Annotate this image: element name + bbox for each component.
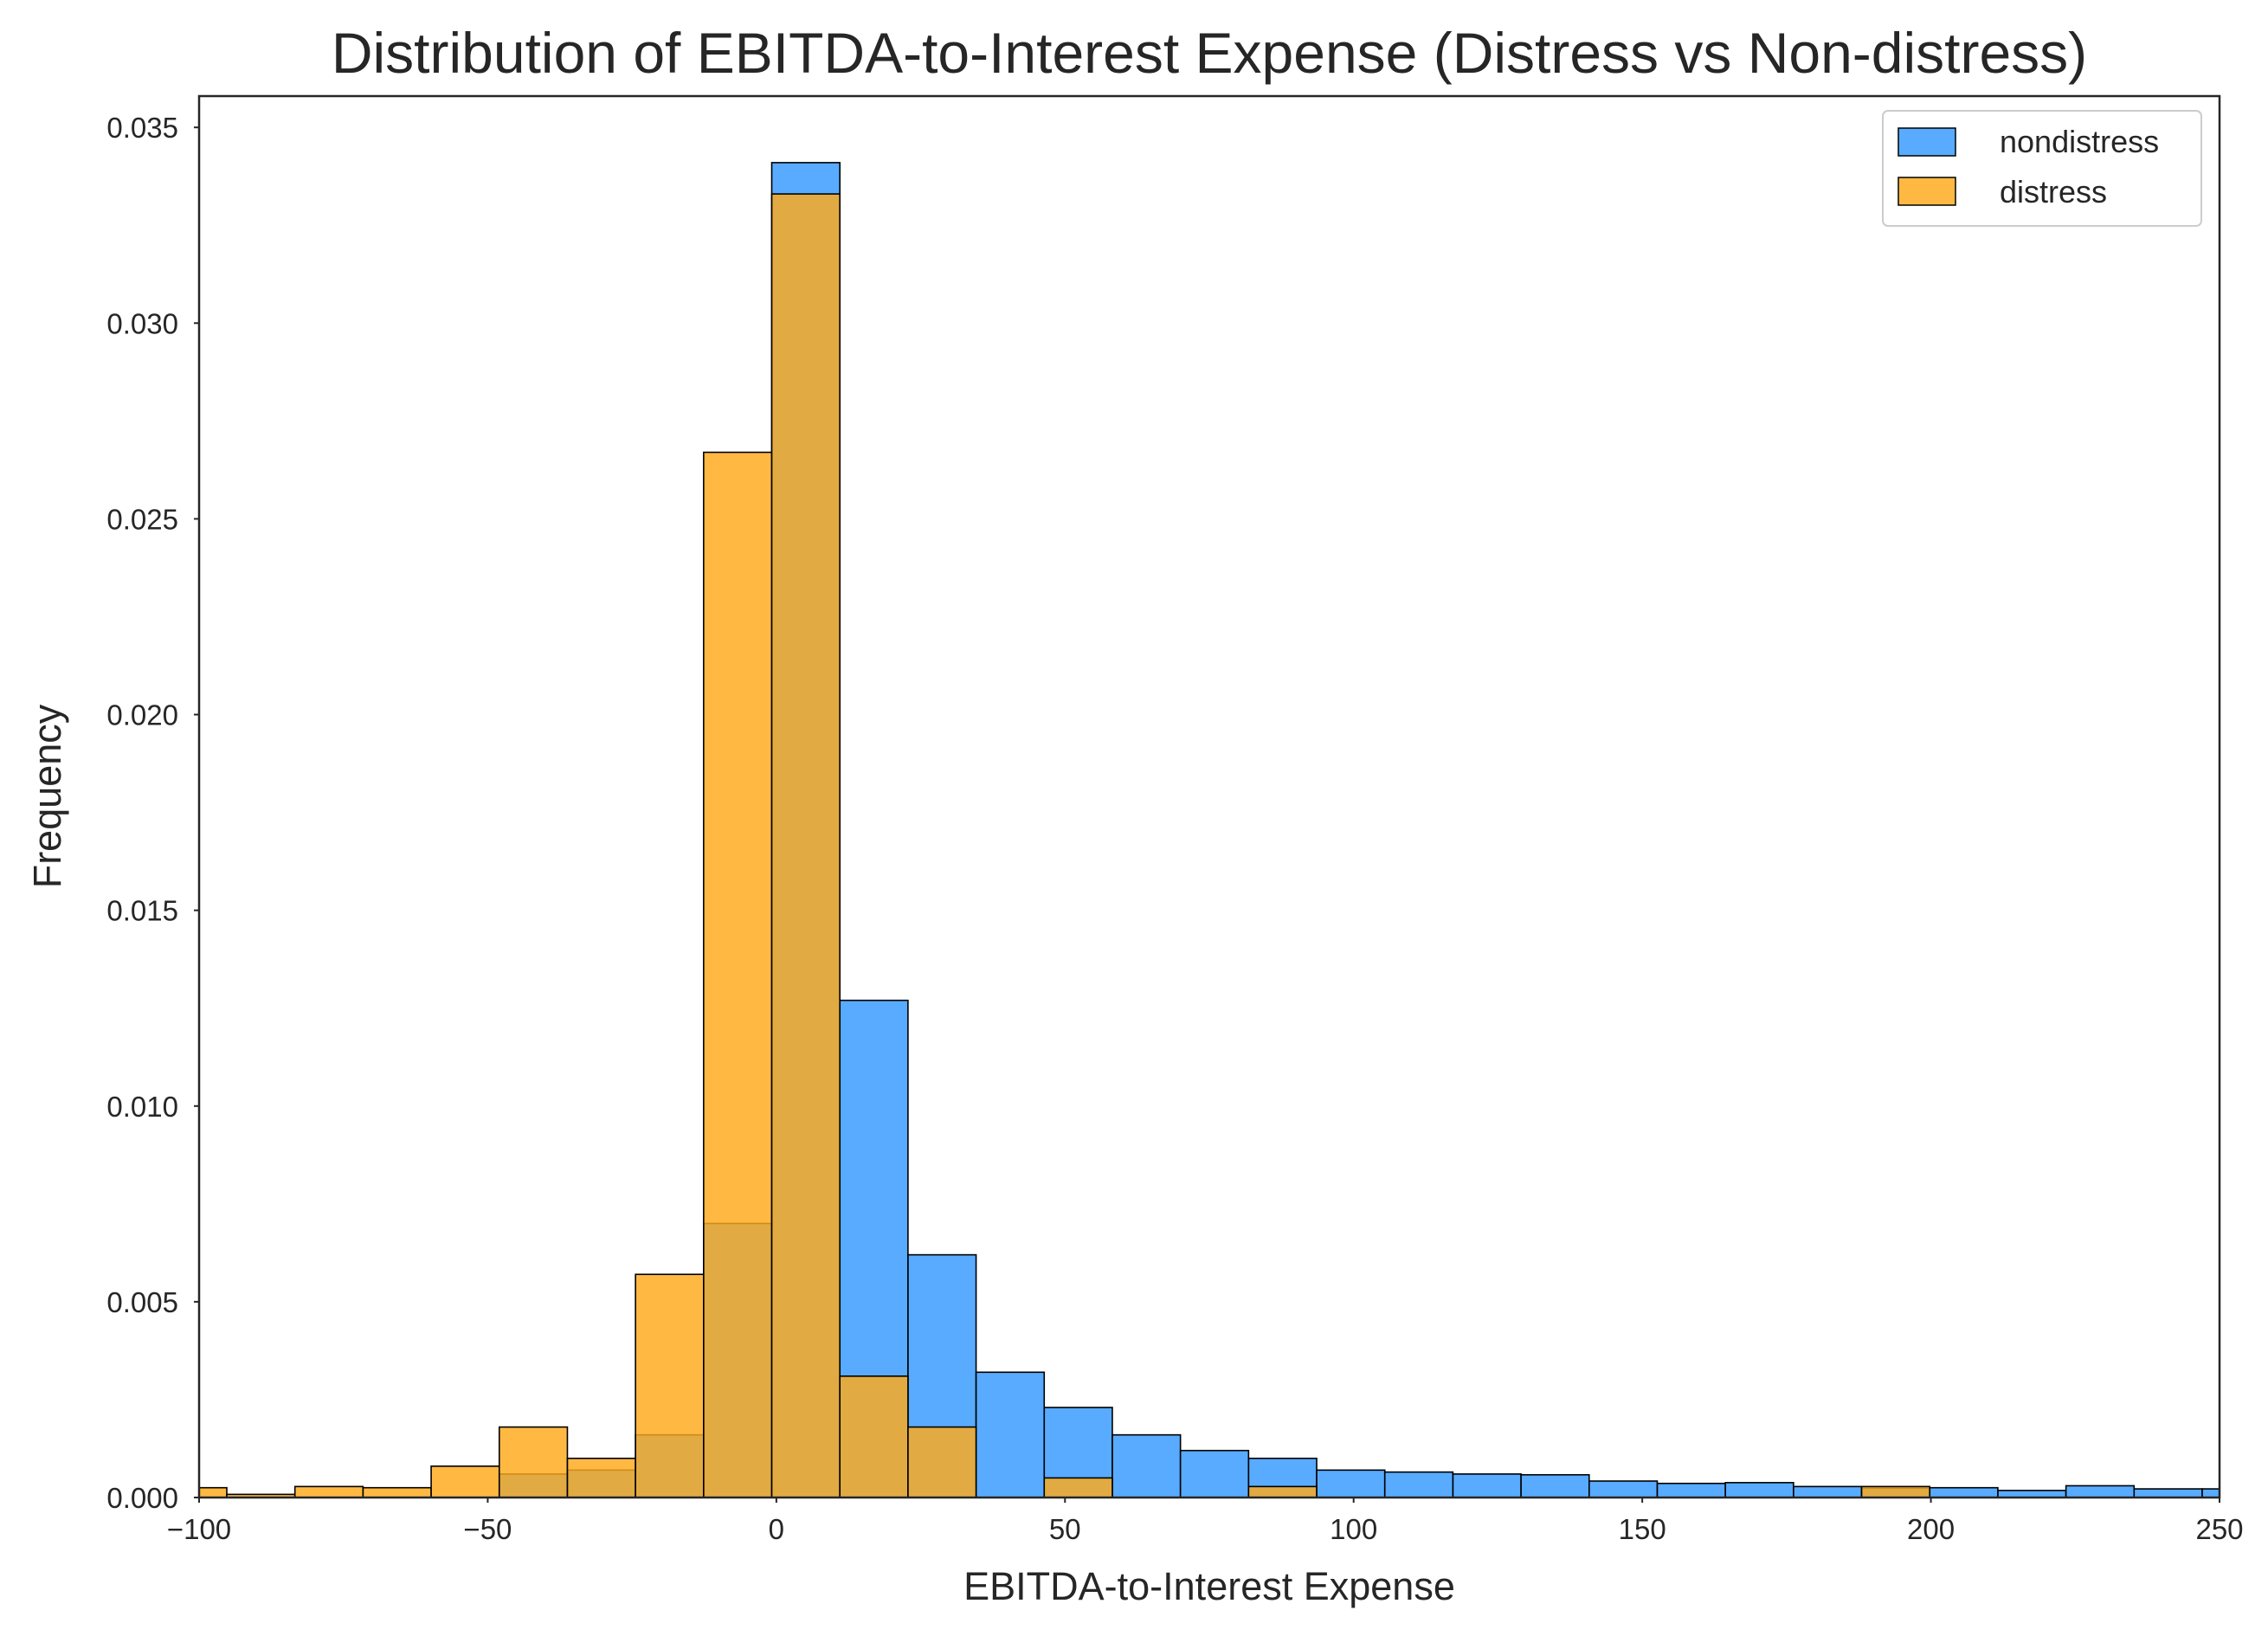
bar-nondistress-24 <box>2133 1488 2203 1498</box>
bar-nondistress-14 <box>1452 1473 1522 1498</box>
bar-distress-5 <box>498 1426 569 1498</box>
x-tick-label: 0 <box>769 1513 784 1545</box>
legend-swatch-nondistress <box>1898 127 1956 157</box>
x-axis-label: EBITDA-to-Interest Expense <box>963 1564 1455 1608</box>
x-tick-label: 250 <box>2195 1513 2243 1545</box>
bar-nondistress-25 <box>2201 1488 2220 1498</box>
bar-distress-14 <box>1860 1485 1931 1498</box>
y-axis-ticks: 0.000 0.005 0.010 0.015 0.020 0.025 0.030 0.035 <box>106 112 199 1514</box>
bar-distress-8 <box>703 451 773 1498</box>
legend-label-nondistress: nondistress <box>2000 124 2159 159</box>
bar-nondistress-13 <box>1383 1471 1454 1498</box>
chart-title: Distribution of EBITDA-to-Interest Expen… <box>332 21 2087 85</box>
bar-nondistress-16 <box>1588 1480 1659 1498</box>
x-tick-label: 50 <box>1049 1513 1081 1545</box>
bar-distress-7 <box>635 1273 705 1498</box>
bar-distress-4 <box>430 1465 500 1498</box>
bar-nondistress-17 <box>1656 1482 1726 1498</box>
bar-nondistress-9 <box>1111 1433 1182 1498</box>
y-tick-label: 0.020 <box>106 699 178 731</box>
bar-distress-10 <box>839 1375 909 1498</box>
bar-nondistress-15 <box>1520 1473 1590 1498</box>
bar-nondistress-10 <box>1179 1449 1250 1498</box>
bar-nondistress-18 <box>1724 1482 1794 1498</box>
bar-nondistress-19 <box>1793 1485 1863 1498</box>
x-tick-label: −50 <box>463 1513 512 1545</box>
x-axis-ticks: −100 −50 0 50 100 150 200 250 <box>167 1498 2244 1545</box>
y-tick-label: 0.000 <box>106 1482 178 1514</box>
bar-distress-6 <box>566 1457 636 1498</box>
bar-nondistress-21 <box>1929 1486 1999 1498</box>
bar-distress-3 <box>362 1486 432 1498</box>
y-tick-label: 0.015 <box>106 895 178 927</box>
bar-nondistress-12 <box>1316 1469 1386 1498</box>
bar-distress-11 <box>907 1426 977 1498</box>
y-tick-label: 0.010 <box>106 1091 178 1123</box>
bar-distress-13 <box>1247 1485 1318 1498</box>
y-axis-label: Frequency <box>25 704 69 888</box>
legend-label-distress: distress <box>2000 174 2107 209</box>
legend: nondistress distress <box>1882 110 2202 227</box>
x-tick-label: 200 <box>1907 1513 1955 1545</box>
y-tick-label: 0.030 <box>106 307 178 339</box>
y-tick-label: 0.005 <box>106 1286 178 1318</box>
legend-box <box>1882 110 2202 227</box>
bar-distress-12 <box>1043 1477 1113 1498</box>
bar-nondistress-7 <box>975 1371 1046 1498</box>
bar-distress-2 <box>293 1485 364 1498</box>
x-tick-label: 150 <box>1619 1513 1666 1545</box>
y-tick-label: 0.035 <box>106 112 178 144</box>
bar-distress-0 <box>199 1486 228 1498</box>
plot-area-frame <box>197 94 2221 1499</box>
series-distress-bars <box>199 193 1931 1498</box>
bar-nondistress-23 <box>2065 1485 2136 1498</box>
legend-swatch-distress <box>1898 177 1956 206</box>
x-tick-label: −100 <box>167 1513 231 1545</box>
y-tick-label: 0.025 <box>106 503 178 535</box>
x-tick-label: 100 <box>1330 1513 1377 1545</box>
bar-distress-9 <box>770 193 841 1498</box>
